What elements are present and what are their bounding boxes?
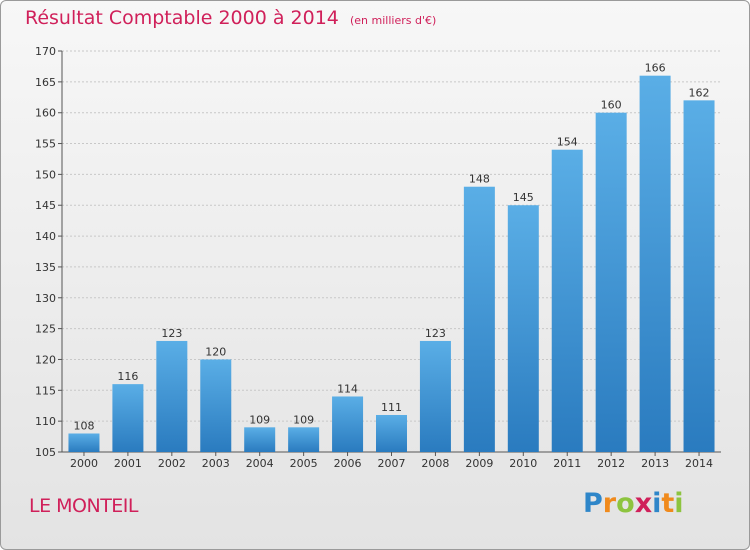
bar-2010[interactable] [507, 205, 539, 452]
bar-2011[interactable] [551, 149, 583, 452]
y-tick-label: 120 [35, 353, 56, 366]
x-tick-label: 2008 [421, 457, 449, 470]
data-label: 109 [293, 413, 314, 426]
labels: 105 110 115 120 125 130 135 140 145 150 155 160 165 1… [35, 45, 713, 470]
data-label: 111 [381, 401, 402, 414]
bar-2000[interactable] [68, 433, 100, 452]
y-tick-label: 150 [35, 168, 56, 181]
y-tick-label: 135 [35, 261, 56, 274]
x-tick-label: 2009 [465, 457, 493, 470]
y-tick-label: 155 [35, 138, 56, 151]
bar-2007[interactable] [376, 414, 407, 452]
y-tick-label: 105 [35, 446, 56, 459]
data-label: 145 [513, 191, 534, 204]
data-label: 148 [469, 173, 490, 186]
bar-2014[interactable] [683, 100, 715, 452]
x-tick-label: 2007 [378, 457, 406, 470]
data-label: 123 [425, 327, 446, 340]
bar-2005[interactable] [288, 427, 320, 452]
y-tick-label: 170 [35, 45, 56, 58]
data-label: 123 [161, 327, 182, 340]
y-tick-label: 115 [35, 384, 56, 397]
data-label: 116 [117, 370, 138, 383]
commune-name: LE MONTEIL [29, 495, 139, 517]
y-tick-label: 125 [35, 323, 56, 336]
data-label: 160 [601, 99, 622, 112]
logo-letter: r [602, 488, 617, 519]
data-label: 120 [205, 345, 226, 358]
x-tick-label: 2001 [114, 457, 142, 470]
x-tick-label: 2011 [553, 457, 581, 470]
logo-letter: i [674, 488, 684, 519]
y-tick-label: 110 [35, 415, 56, 428]
proxiti-logo[interactable]: Proxiti [583, 488, 684, 519]
y-tick-label: 145 [35, 199, 56, 212]
x-tick-label: 2012 [597, 457, 625, 470]
bar-2004[interactable] [244, 427, 276, 452]
x-tick-label: 2013 [641, 457, 669, 470]
bars [68, 75, 715, 452]
title-row: Résultat Comptable 2000 à 2014 (en milli… [25, 7, 436, 29]
y-tick-label: 165 [35, 76, 56, 89]
y-tick-label: 130 [35, 292, 56, 305]
y-tick-label: 160 [35, 107, 56, 120]
bar-2001[interactable] [112, 384, 144, 452]
logo-letter: P [583, 488, 603, 519]
bar-2002[interactable] [156, 340, 188, 452]
data-label: 109 [249, 413, 270, 426]
data-label: 162 [689, 86, 710, 99]
bar-2012[interactable] [595, 112, 627, 452]
bar-2013[interactable] [639, 75, 671, 452]
chart-title: Résultat Comptable 2000 à 2014 [25, 7, 339, 29]
logo-letter: i [652, 488, 662, 519]
logo-letter: t [661, 488, 675, 519]
x-tick-label: 2004 [246, 457, 274, 470]
x-tick-label: 2005 [290, 457, 318, 470]
x-tick-label: 2010 [509, 457, 537, 470]
logo-letter: x [634, 488, 653, 519]
logo-letter: o [616, 488, 635, 519]
x-tick-label: 2006 [334, 457, 362, 470]
data-label: 166 [645, 62, 666, 75]
bar-2006[interactable] [332, 396, 364, 452]
data-label: 154 [557, 136, 578, 149]
bar-2008[interactable] [419, 340, 451, 452]
x-tick-label: 2014 [685, 457, 713, 470]
data-label: 108 [73, 419, 94, 432]
bar-2009[interactable] [463, 186, 495, 452]
x-tick-label: 2002 [158, 457, 186, 470]
x-tick-label: 2000 [70, 457, 98, 470]
y-tick-label: 140 [35, 230, 56, 243]
chart-unit: (en milliers d'€) [349, 14, 437, 27]
bar-2003[interactable] [200, 359, 232, 452]
data-label: 114 [337, 382, 358, 395]
x-tick-label: 2003 [202, 457, 230, 470]
